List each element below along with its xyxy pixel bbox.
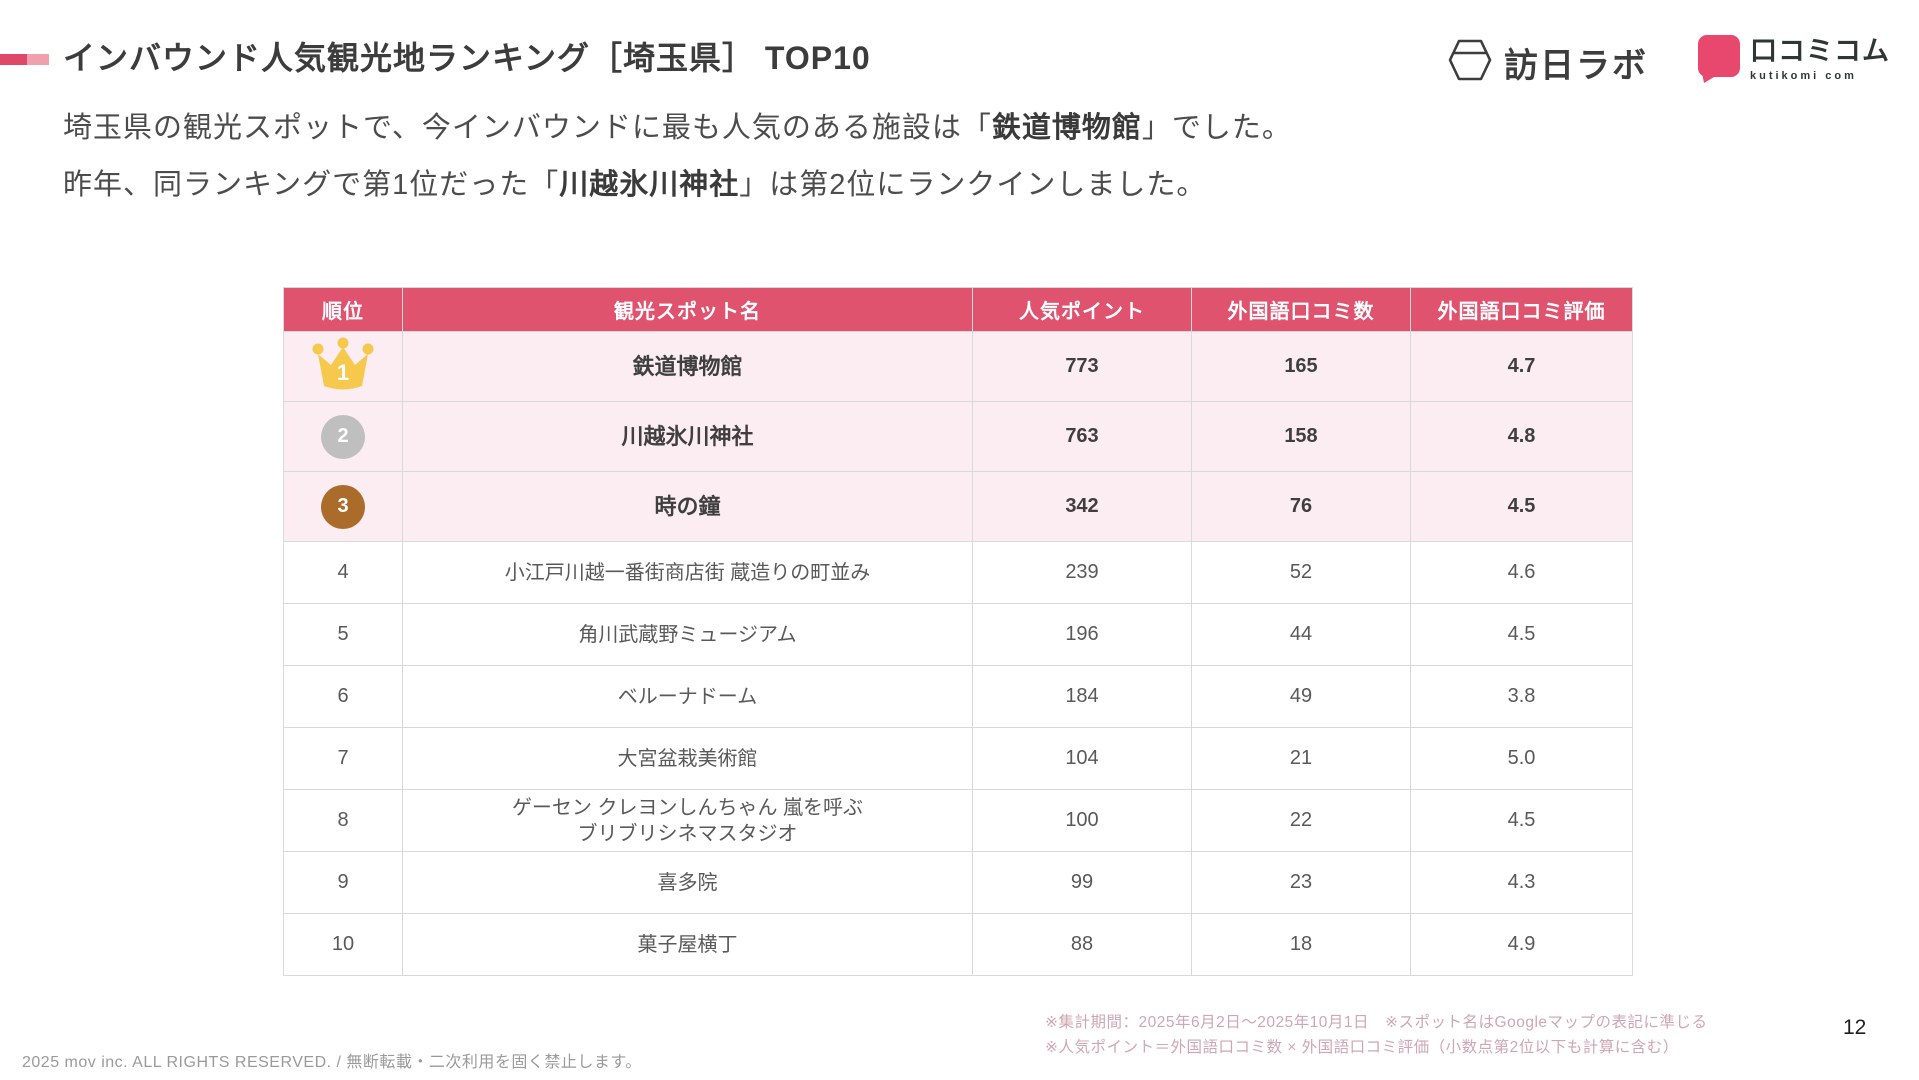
spot-name-cell: 鉄道博物館 — [402, 331, 973, 402]
copyright-text: 2025 mov inc. ALL RIGHTS RESERVED. / 無断転… — [22, 1054, 642, 1071]
intro-line1: 埼玉県の観光スポットで、今インバウンドに最も人気のある施設は「鉄道博物館」でした… — [63, 112, 1292, 144]
rank-cell: 3 — [283, 471, 403, 542]
rating-cell: 3.8 — [1410, 665, 1633, 728]
col-header-points: 人気ポイント — [972, 287, 1192, 332]
points-cell: 196 — [972, 603, 1192, 666]
table-row: 9 喜多院 99 23 4.3 — [283, 851, 1633, 914]
page-title: インバウンド人気観光地ランキング［埼玉県］ TOP10 — [63, 40, 871, 76]
spot-name-cell: 川越氷川神社 — [402, 401, 973, 472]
rank-cell: 4 — [283, 541, 403, 604]
points-cell: 99 — [972, 851, 1192, 914]
points-cell: 763 — [972, 401, 1192, 472]
table-row: 5 角川武蔵野ミュージアム 196 44 4.5 — [283, 603, 1633, 666]
rank-medal-badge: 2 — [321, 414, 365, 459]
table-row: 10 菓子屋横丁 88 18 4.9 — [283, 913, 1633, 976]
page-number: 12 — [1843, 1016, 1867, 1039]
accent-dash-dark — [0, 54, 27, 65]
reviews-cell: 18 — [1191, 913, 1411, 976]
col-header-rank: 順位 — [283, 287, 403, 332]
rating-cell: 4.5 — [1410, 789, 1633, 852]
rank-number: 6 — [337, 685, 349, 707]
rank-number: 4 — [337, 561, 349, 583]
rating-cell: 4.8 — [1410, 401, 1633, 472]
points-cell: 104 — [972, 727, 1192, 790]
accent-dash-light — [27, 54, 49, 65]
table-row: 4 小江戸川越一番街商店街 蔵造りの町並み 239 52 4.6 — [283, 541, 1633, 604]
points-cell: 239 — [972, 541, 1192, 604]
points-cell: 88 — [972, 913, 1192, 976]
intro-text: 埼玉県の観光スポットで、今インバウンドに最も人気のある施設は「鉄道博物館」でした… — [63, 100, 1292, 214]
reviews-cell: 44 — [1191, 603, 1411, 666]
rank-number: 8 — [337, 809, 349, 831]
rank-cell: 9 — [283, 851, 403, 914]
table-row: 8 ゲーセン クレヨンしんちゃん 嵐を呼ぶ ブリブリシネマスタジオ 100 22… — [283, 789, 1633, 852]
reviews-cell: 76 — [1191, 471, 1411, 542]
rank-cell: 8 — [283, 789, 403, 852]
reviews-cell: 165 — [1191, 331, 1411, 402]
points-cell: 100 — [972, 789, 1192, 852]
intro-line2: 昨年、同ランキングで第1位だった「川越氷川神社」は第2位にランクインしました。 — [63, 169, 1207, 201]
rating-cell: 4.5 — [1410, 471, 1633, 542]
spot-name-cell: 小江戸川越一番街商店街 蔵造りの町並み — [402, 541, 973, 604]
ranking-table: 順位 観光スポット名 人気ポイント 外国語口コミ数 外国語口コミ評価 1 — [283, 287, 1633, 976]
rank-cell: 5 — [283, 603, 403, 666]
rating-cell: 4.6 — [1410, 541, 1633, 604]
table-row: 2 川越氷川神社 763 158 4.8 — [283, 401, 1633, 472]
spot-name-cell: ゲーセン クレヨンしんちゃん 嵐を呼ぶ ブリブリシネマスタジオ — [402, 789, 973, 852]
reviews-cell: 49 — [1191, 665, 1411, 728]
table-row: 3 時の鐘 342 76 4.5 — [283, 471, 1633, 542]
spot-name-cell: 大宮盆栽美術館 — [402, 727, 973, 790]
spot-name-cell: 菓子屋横丁 — [402, 913, 973, 976]
rank-number: 9 — [337, 871, 349, 893]
rating-cell: 4.3 — [1410, 851, 1633, 914]
rank-cell: 10 — [283, 913, 403, 976]
spot-name-cell: 喜多院 — [402, 851, 973, 914]
rating-cell: 4.9 — [1410, 913, 1633, 976]
rank-cell: 6 — [283, 665, 403, 728]
hounichi-labo-wordmark: 訪日ラボ — [1504, 47, 1648, 85]
gold-crown-badge: 1 — [311, 336, 375, 394]
kutikomi-wordmark: 口コミコム — [1750, 36, 1890, 66]
rank-cell: 1 — [283, 331, 403, 402]
reviews-cell: 158 — [1191, 401, 1411, 472]
spot-name-cell: ベルーナドーム — [402, 665, 973, 728]
hexagon-flask-icon — [1448, 38, 1492, 87]
title-accent-dashes — [0, 54, 49, 65]
hounichi-labo-logo: 訪日ラボ — [1448, 38, 1648, 87]
table-header-row: 順位 観光スポット名 人気ポイント 外国語口コミ数 外国語口コミ評価 — [283, 287, 1633, 332]
rank-medal-badge: 3 — [321, 484, 365, 529]
rating-cell: 4.5 — [1410, 603, 1633, 666]
col-header-rating: 外国語口コミ評価 — [1410, 287, 1633, 332]
rank-cell: 2 — [283, 401, 403, 472]
col-header-name: 観光スポット名 — [402, 287, 973, 332]
table-row: 6 ベルーナドーム 184 49 3.8 — [283, 665, 1633, 728]
reviews-cell: 52 — [1191, 541, 1411, 604]
reviews-cell: 22 — [1191, 789, 1411, 852]
footnote-line2: ※人気ポイント＝外国語口コミ数 × 外国語口コミ評価（小数点第2位以下も計算に含… — [1045, 1039, 1679, 1056]
speech-bubble-icon — [1698, 35, 1740, 88]
reviews-cell: 21 — [1191, 727, 1411, 790]
rank-number: 7 — [337, 747, 349, 769]
kutikomi-subtext: kutikomi com — [1750, 70, 1857, 82]
footnotes: ※集計期間：2025年6月2日〜2025年10月1日 ※スポット名はGoogle… — [1045, 1010, 1708, 1060]
table-row: 1 鉄道博物館 773 165 4.7 — [283, 331, 1633, 402]
spot-name-cell: 時の鐘 — [402, 471, 973, 542]
ranking-table-body: 1 鉄道博物館 773 165 4.7 2 川越氷川神社 763 158 4.8 — [283, 331, 1633, 976]
col-header-reviews: 外国語口コミ数 — [1191, 287, 1411, 332]
points-cell: 184 — [972, 665, 1192, 728]
points-cell: 342 — [972, 471, 1192, 542]
rating-cell: 4.7 — [1410, 331, 1633, 402]
reviews-cell: 23 — [1191, 851, 1411, 914]
table-row: 7 大宮盆栽美術館 104 21 5.0 — [283, 727, 1633, 790]
rating-cell: 5.0 — [1410, 727, 1633, 790]
kutikomi-logo: 口コミコム kutikomi com — [1698, 35, 1890, 88]
rank-number: 10 — [331, 933, 355, 955]
spot-name-cell: 角川武蔵野ミュージアム — [402, 603, 973, 666]
rank-number: 5 — [337, 623, 349, 645]
rank-cell: 7 — [283, 727, 403, 790]
footnote-line1: ※集計期間：2025年6月2日〜2025年10月1日 ※スポット名はGoogle… — [1045, 1014, 1708, 1031]
points-cell: 773 — [972, 331, 1192, 402]
